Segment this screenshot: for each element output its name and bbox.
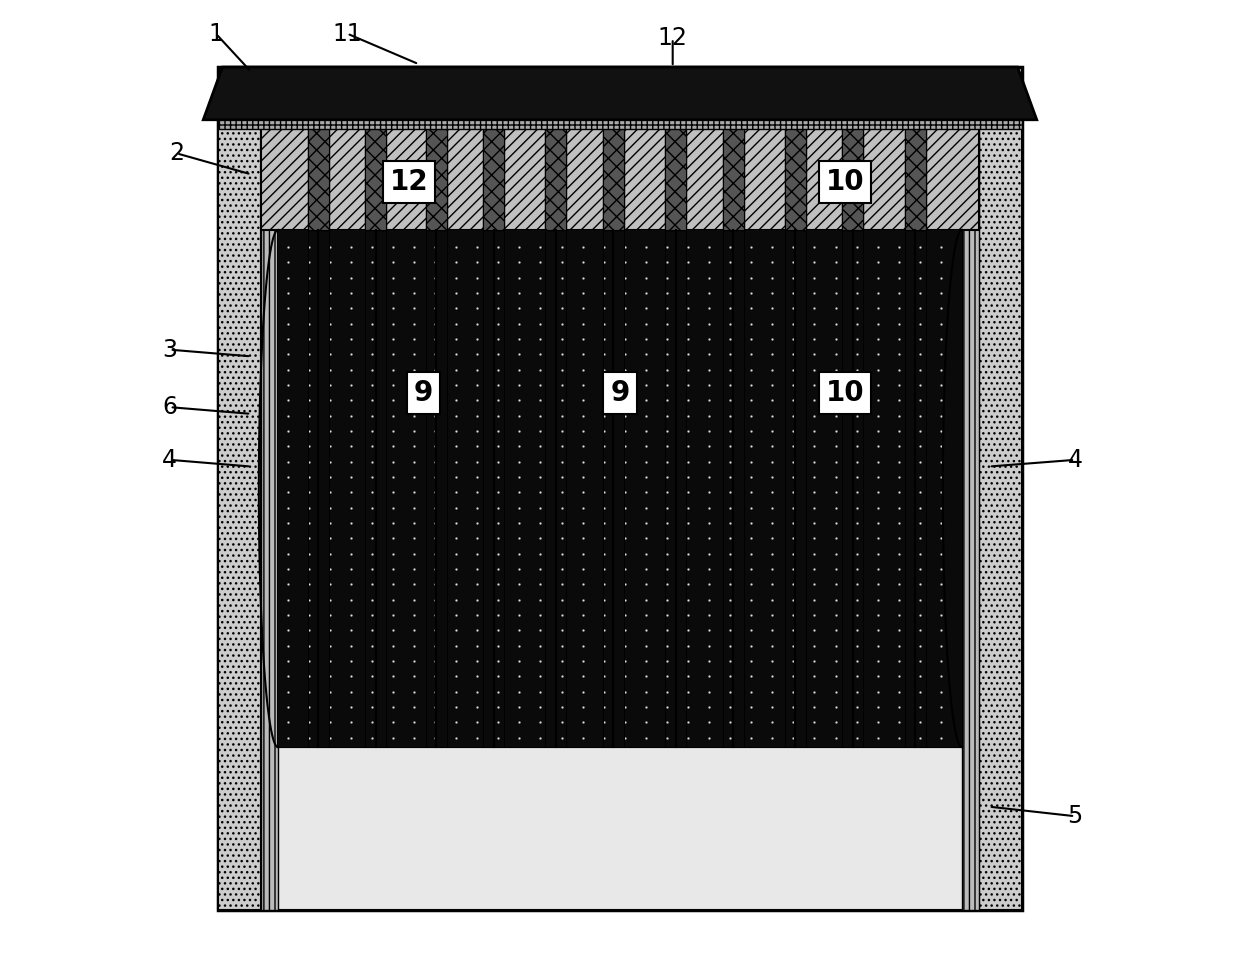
Text: 9: 9 [610,378,630,407]
Bar [484,120,505,230]
Text: 2: 2 [169,141,184,166]
Text: 10: 10 [826,378,864,407]
Bar [278,230,962,747]
Bar [723,120,744,230]
Text: 10: 10 [826,168,864,196]
Bar [603,120,624,230]
Polygon shape [203,67,1037,120]
Bar [365,120,386,230]
Bar [365,120,386,230]
Bar [425,120,446,230]
Text: 6: 6 [162,395,177,420]
Text: 9: 9 [414,378,433,407]
Bar [546,120,567,230]
Bar [785,120,806,230]
Text: 12: 12 [389,168,429,196]
Bar [218,67,1022,910]
Bar [785,120,806,230]
Bar [980,120,1022,910]
Bar [260,120,980,230]
Bar [904,120,925,230]
Bar [260,120,278,910]
Bar [308,120,329,230]
Text: 5: 5 [1068,804,1083,829]
Bar [218,120,260,910]
Text: 3: 3 [162,337,177,362]
Text: 11: 11 [332,21,362,46]
Bar [665,120,686,230]
Bar [278,230,962,747]
Bar [260,747,980,910]
Bar [308,120,329,230]
Bar [484,120,505,230]
Text: 4: 4 [1068,447,1083,472]
Text: 1: 1 [208,21,223,46]
Bar [904,120,925,230]
Bar [218,115,1022,129]
Bar [425,120,446,230]
Bar [603,120,624,230]
Text: 4: 4 [162,447,177,472]
Bar [842,120,863,230]
Bar [723,120,744,230]
Bar [546,120,567,230]
Bar [962,120,980,910]
Text: 12: 12 [657,26,688,51]
Bar [665,120,686,230]
Bar [842,120,863,230]
